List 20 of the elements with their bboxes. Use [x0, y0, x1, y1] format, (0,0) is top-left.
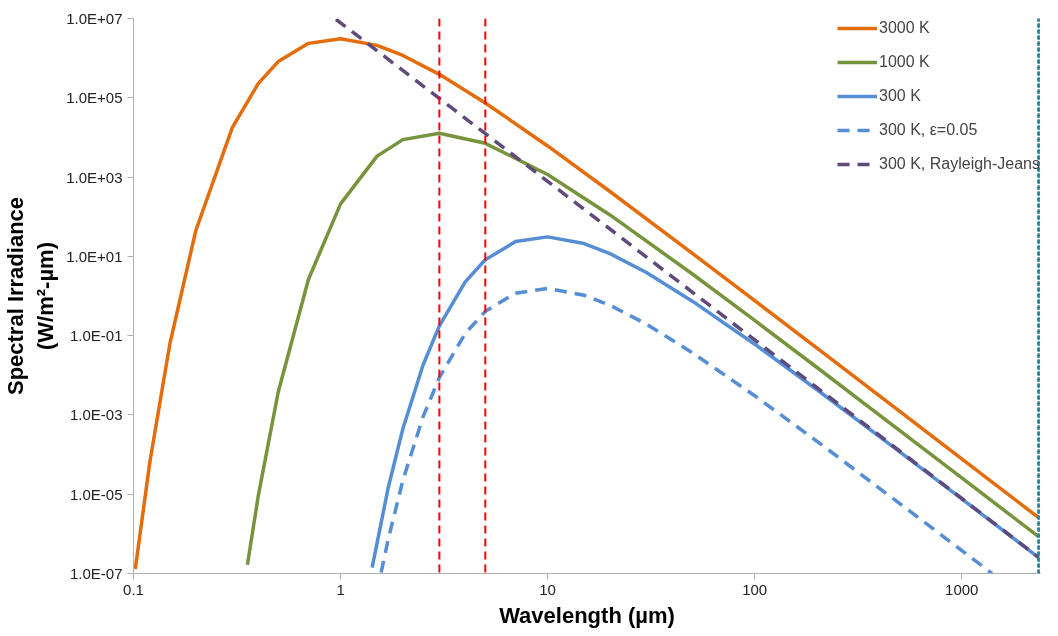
- x-tick-label: 100: [742, 580, 768, 598]
- x-axis-title: Wavelength (µm): [499, 602, 675, 628]
- x-tick-label: 1000: [945, 580, 979, 598]
- y-tick-label: 1.0E-01: [69, 327, 123, 345]
- y-tick-label: 1.0E+03: [66, 168, 123, 186]
- y-axis-title: Spectral Irradiance (W/m²-µm): [3, 196, 59, 396]
- legend-label: 300 K, Rayleigh-Jeans: [879, 155, 1040, 173]
- legend-label: 300 K: [879, 87, 921, 105]
- y-tick-label: 1.0E-03: [69, 406, 123, 424]
- y-tick-label: 1.0E-07: [69, 565, 123, 582]
- y-tick-label: 1.0E-05: [69, 485, 123, 503]
- y-tick-label: 1.0E+07: [66, 10, 123, 27]
- legend-label: 300 K, ε=0.05: [879, 121, 978, 139]
- legend-label: 1000 K: [879, 53, 930, 71]
- x-tick-label: 10: [539, 580, 556, 598]
- legend-label: 3000 K: [879, 19, 930, 37]
- y-tick-label: 1.0E+01: [66, 247, 123, 265]
- x-tick-label: 1: [336, 580, 345, 598]
- y-tick-label: 1.0E+05: [66, 89, 123, 107]
- x-tick-label: 0.1: [123, 580, 144, 598]
